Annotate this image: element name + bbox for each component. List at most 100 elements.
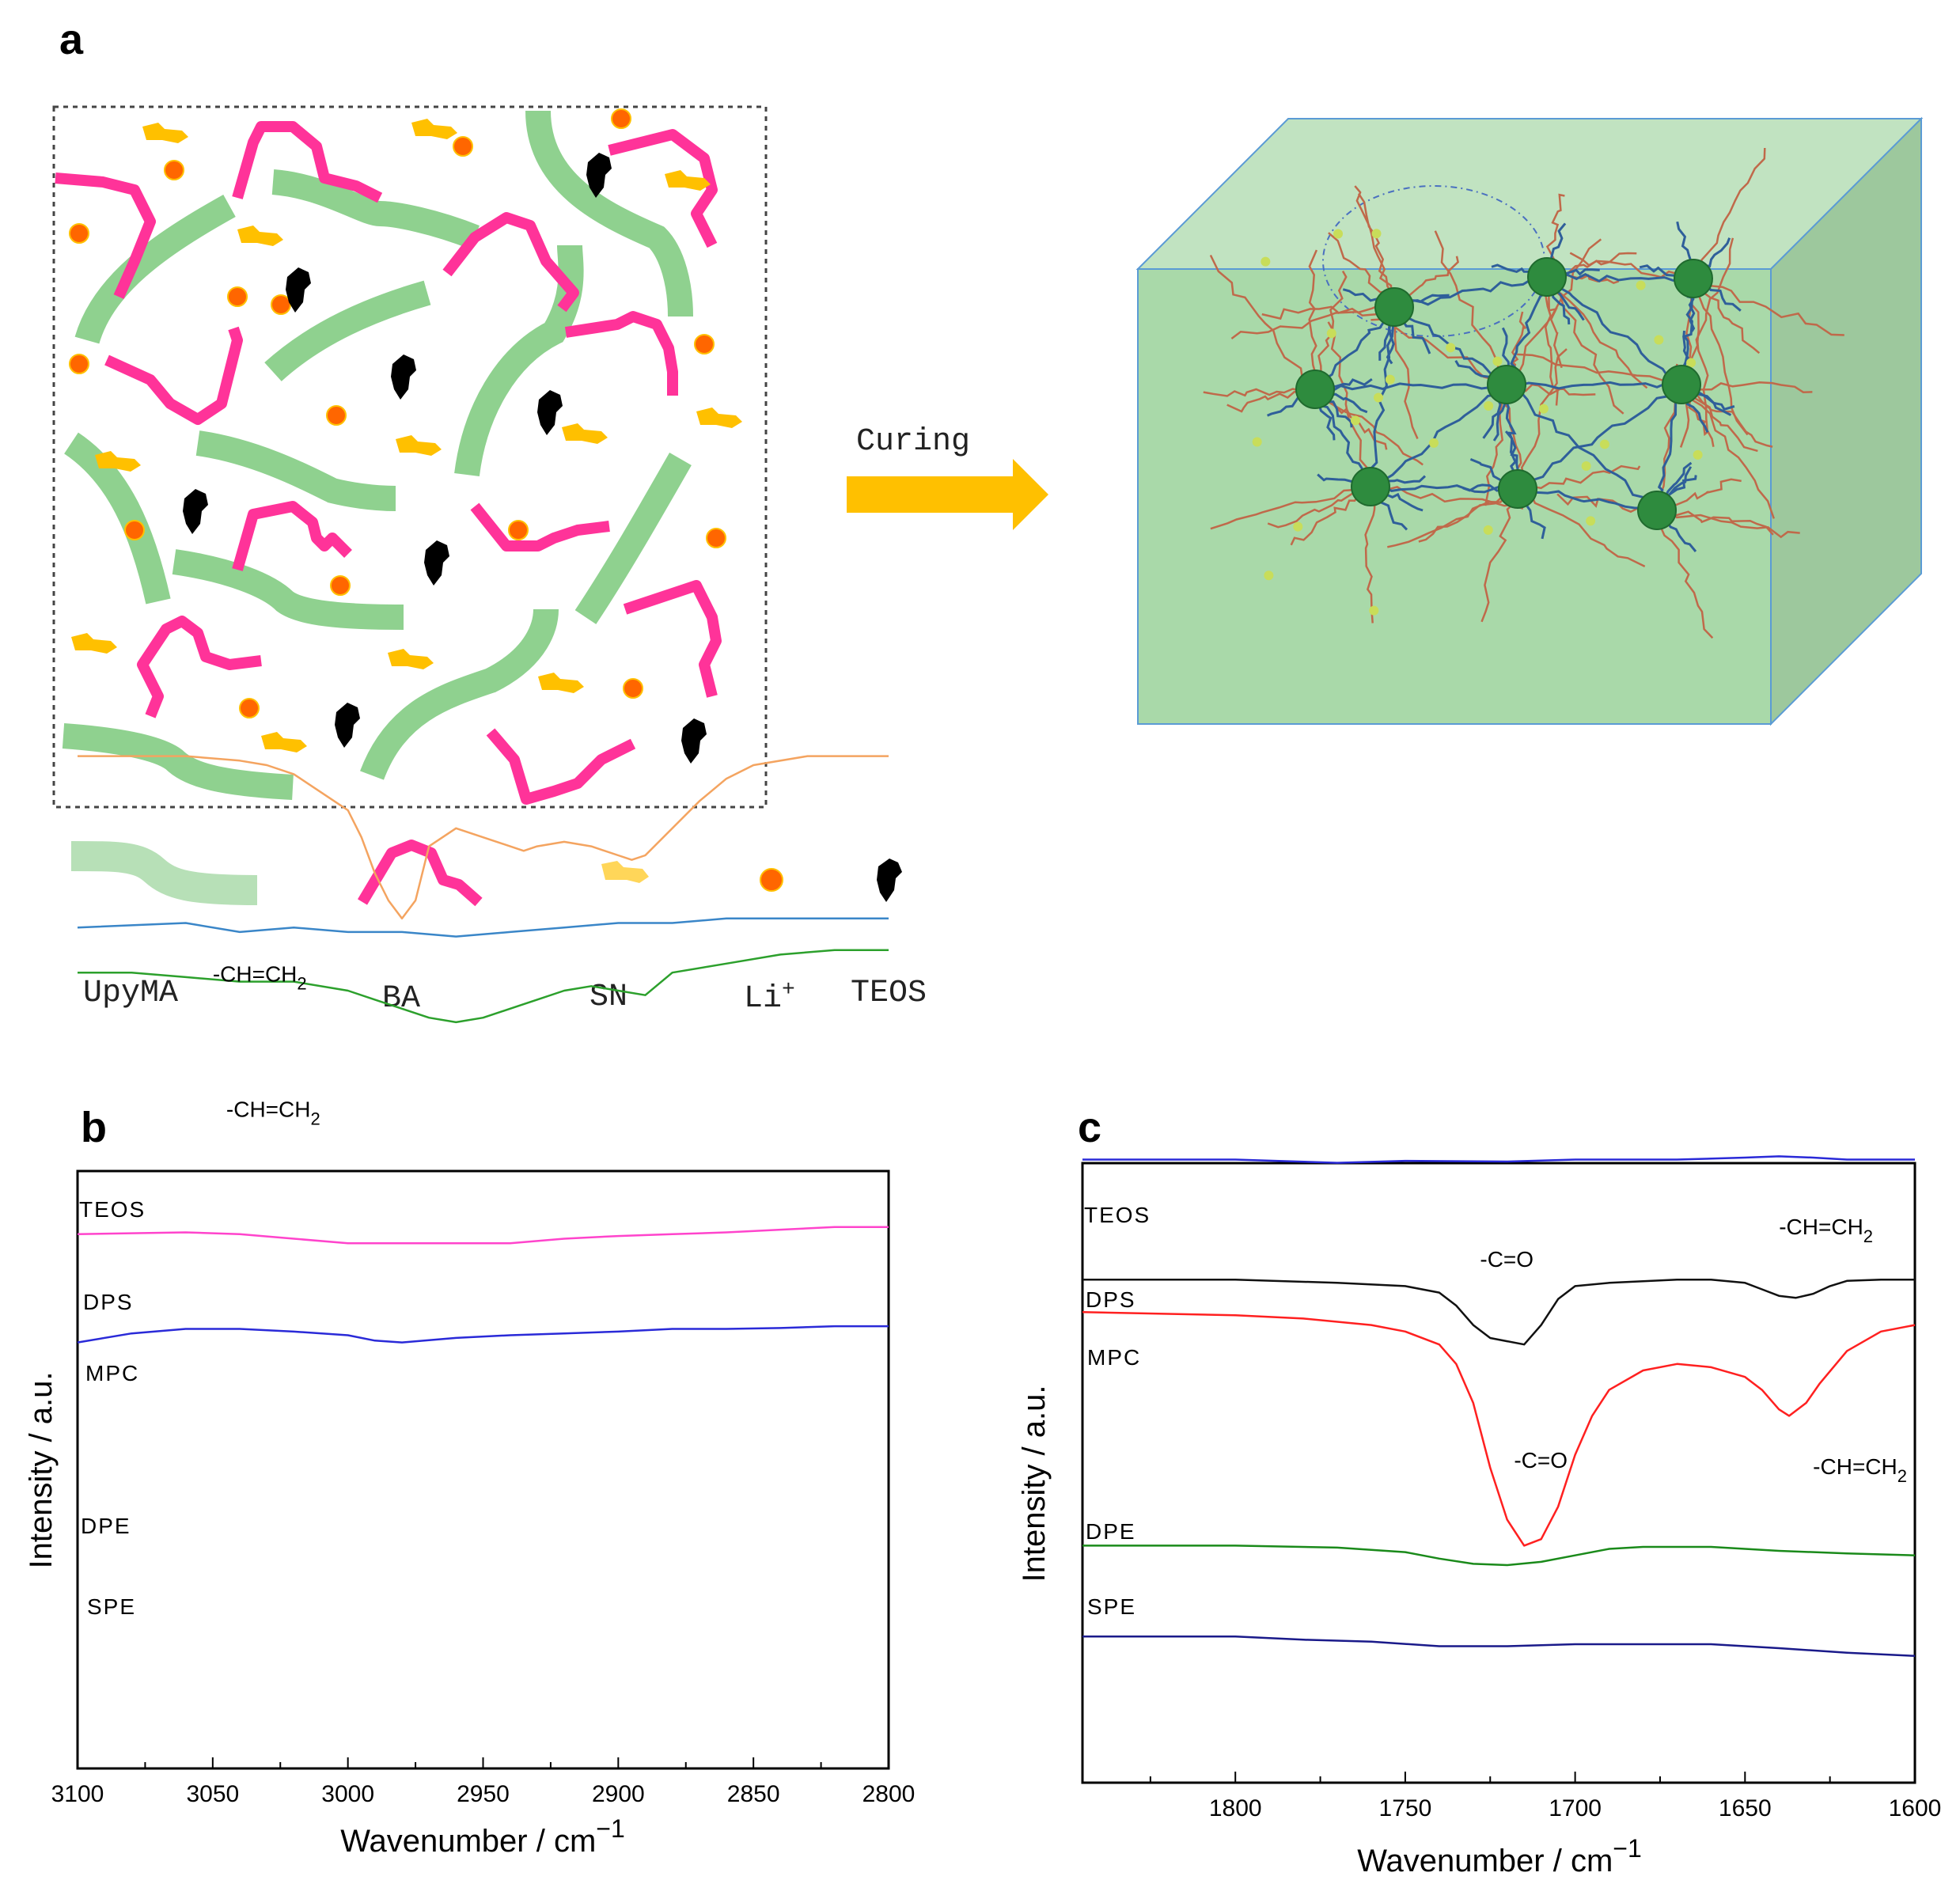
- li-ion: [1581, 461, 1591, 472]
- li-ion: [1686, 358, 1697, 368]
- upyma-chain: [264, 280, 431, 381]
- peak-annotation: -C=O: [1480, 1247, 1534, 1272]
- ba-strand: [1655, 510, 1714, 639]
- peak-annotation: -CH=CH2: [1813, 1454, 1907, 1486]
- legend-upyma-label: UpyMA: [83, 976, 178, 1011]
- series-line-dps: [1082, 1278, 1915, 1346]
- li-ion: [508, 520, 529, 540]
- ba-strand: [1656, 507, 1800, 539]
- sn-molecule: [71, 633, 117, 654]
- li-ion: [1492, 356, 1503, 366]
- li-ion: [1484, 401, 1494, 411]
- sn-molecule: [538, 673, 584, 693]
- ba-strand: [1370, 485, 1524, 510]
- series-label-teos: TEOS: [1084, 1203, 1151, 1227]
- chart-b-y-axis-title: Intensity / a.u.: [24, 1371, 59, 1568]
- chart-b-ticks: 3100 3050 3000 2950 2900 2850 2800: [51, 1757, 915, 1807]
- li-ion: [1350, 415, 1360, 426]
- ba-strand: [1693, 277, 1844, 336]
- series-line-spe: [1082, 1635, 1916, 1658]
- curing-label: Curing: [856, 424, 970, 460]
- crosslink-node: [1674, 259, 1713, 298]
- x-tick-label: 1750: [1379, 1795, 1432, 1821]
- ba-chain: [55, 172, 156, 299]
- upyma-legend-icon: [70, 841, 258, 905]
- panel-a-letter: a: [59, 16, 84, 63]
- teos-molecule: [183, 489, 208, 534]
- sn-molecule: [396, 435, 442, 456]
- crosslink-node: [1637, 491, 1677, 530]
- upyma-chain: [574, 453, 692, 624]
- series-line-mpc: [78, 949, 889, 1024]
- series-label-dpe: DPE: [81, 1514, 131, 1538]
- ba-strand: [1569, 252, 1694, 280]
- x-tick-label: 3000: [321, 1781, 374, 1807]
- chart-b-frame: [76, 1169, 890, 1770]
- li-ion: [164, 160, 184, 180]
- teos-molecule: [391, 354, 416, 400]
- upyma-chain: [525, 110, 693, 317]
- li-ion: [1586, 516, 1596, 526]
- ba-chain: [104, 326, 243, 425]
- peak-annotation: -CH=CH2: [1779, 1215, 1873, 1246]
- series-label-dps: DPS: [83, 1290, 134, 1314]
- li-ion: [1261, 256, 1271, 267]
- li-ion: [124, 520, 145, 540]
- li-ion: [1326, 328, 1336, 339]
- ba-strand: [1680, 237, 1734, 385]
- series-line-teos: [78, 755, 889, 920]
- x-tick-label: 3050: [186, 1781, 239, 1807]
- ba-strand: [1693, 147, 1766, 279]
- mixture-dashed-box: [52, 105, 768, 809]
- sn-molecule: [388, 649, 434, 669]
- li-ion: [1369, 605, 1379, 616]
- upyma-strand: [1546, 273, 1697, 283]
- teos-molecule: [286, 267, 311, 313]
- upyma-strand: [1517, 487, 1661, 514]
- teos-legend-icon: [877, 859, 902, 902]
- li-ion: [239, 698, 260, 718]
- polymer-network: [1203, 147, 1844, 639]
- chart-c-labels: TEOS DPS MPC DPE SPE -C=O -CH=CH2 -C=O -CH=CH2: [1084, 1203, 1907, 1619]
- li-ion: [1428, 438, 1439, 448]
- li-ion: [227, 286, 248, 307]
- teos-molecule: [537, 390, 563, 435]
- ba-strand: [1230, 305, 1395, 339]
- peak-annotation: -CH=CH2: [213, 962, 307, 994]
- li-ion: [694, 334, 715, 354]
- series-label-spe: SPE: [87, 1594, 136, 1619]
- chart-c-y-axis-title: Intensity / a.u.: [1017, 1385, 1052, 1582]
- x-tick-label: 3100: [51, 1781, 104, 1807]
- li-ion: [1333, 229, 1344, 239]
- teos-molecule: [424, 540, 449, 586]
- crosslink-node: [1662, 365, 1701, 404]
- li-ion: [1693, 449, 1703, 460]
- legend-ba-label: BA: [382, 981, 420, 1017]
- ba-strand: [1516, 348, 1568, 490]
- li-ion: [1293, 521, 1303, 532]
- sn-molecule: [665, 170, 711, 191]
- li-ion: [1446, 343, 1456, 353]
- series-label-spe: SPE: [1087, 1594, 1136, 1619]
- crosslink-node: [1374, 287, 1414, 327]
- series-label-dpe: DPE: [1086, 1519, 1136, 1544]
- ba-strand: [1261, 304, 1395, 320]
- ba-strand: [1680, 384, 1775, 519]
- series-line-teos: [1082, 1155, 1915, 1164]
- li-ion: [453, 136, 473, 157]
- legend-li-label: Li+: [744, 978, 795, 1017]
- upyma-chain: [454, 244, 584, 477]
- li-ion: [1599, 439, 1609, 449]
- li-ion: [69, 354, 89, 374]
- ba-strand: [1480, 488, 1519, 623]
- x-tick-label: 2950: [457, 1781, 510, 1807]
- sn-molecule: [261, 732, 307, 752]
- crosslink-node: [1295, 370, 1335, 409]
- legend-row: UpyMA BA SN Li+ TEOS: [70, 840, 927, 1017]
- right-arrow-icon: [847, 459, 1048, 530]
- ba-chain: [232, 501, 352, 571]
- li-ion: [611, 108, 631, 129]
- ba-chain: [564, 311, 678, 396]
- ba-strand: [1203, 388, 1316, 397]
- li-ion: [1654, 335, 1664, 345]
